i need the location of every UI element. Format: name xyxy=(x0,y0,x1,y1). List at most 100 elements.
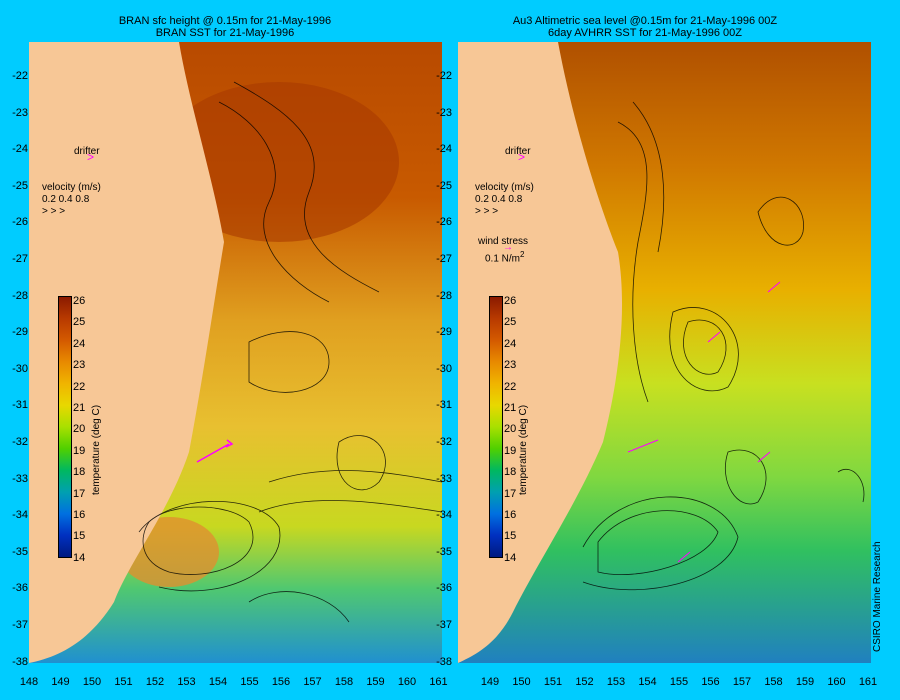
y-tick-label: -27 xyxy=(436,253,452,265)
colorbar-tick-label: 15 xyxy=(73,530,86,543)
right-colorbar xyxy=(489,296,503,558)
x-tick-label: 158 xyxy=(334,676,354,688)
y-tick-label: -23 xyxy=(12,106,28,119)
left-colorbar-title: temperature (deg C) xyxy=(91,404,102,495)
right-title-line1: Au3 Altimetric sea level @0.15m for 21-M… xyxy=(512,15,778,27)
colorbar-tick-label: 18 xyxy=(504,466,517,479)
y-tick-label: -24 xyxy=(436,143,452,156)
left-velocity-title: velocity (m/s) xyxy=(42,182,101,193)
x-tick-label: 161 xyxy=(858,676,878,688)
right-velocity-title: velocity (m/s) xyxy=(475,182,534,193)
y-tick-label: -28 xyxy=(436,289,452,302)
colorbar-tick-label: 17 xyxy=(504,487,517,500)
colorbar-tick-label: 24 xyxy=(504,337,517,350)
right-drifter-label: drifter xyxy=(505,146,531,157)
x-tick-label: 153 xyxy=(177,676,196,688)
left-title-line2: BRAN SST for 21-May-1996 xyxy=(155,27,295,39)
y-tick-label: -26 xyxy=(12,216,28,229)
x-tick-label: 155 xyxy=(669,676,689,688)
y-tick-label: -23 xyxy=(436,106,452,119)
right-drifter-arrow-icon: > xyxy=(518,150,526,164)
colorbar-tick-label: 22 xyxy=(73,380,86,393)
y-tick-label: -38 xyxy=(12,655,28,668)
y-tick-label: -36 xyxy=(436,582,452,595)
y-tick-label: -22 xyxy=(12,70,28,82)
x-tick-label: 159 xyxy=(795,676,815,688)
y-tick-label: -35 xyxy=(436,545,452,558)
y-tick-label: -28 xyxy=(12,289,28,302)
x-tick-label: 150 xyxy=(512,676,531,688)
y-tick-label: -33 xyxy=(12,472,28,485)
right-colorbar-title: temperature (deg C) xyxy=(518,404,529,495)
y-tick-label: -27 xyxy=(12,253,28,265)
x-tick-label: 154 xyxy=(638,676,657,688)
left-drifter-label: drifter xyxy=(74,146,100,157)
left-velocity-arrows-icon: > > > xyxy=(42,206,66,217)
x-tick-label: 157 xyxy=(303,676,322,688)
colorbar-tick-label: 22 xyxy=(504,380,517,393)
right-map-panel: drifter > velocity (m/s) 0.2 0.4 0.8 > >… xyxy=(458,42,871,663)
left-title: BRAN sfc height @ 0.15m for 21-May-1996 … xyxy=(100,15,350,39)
right-title: Au3 Altimetric sea level @0.15m for 21-M… xyxy=(495,15,795,39)
y-tick-label: -34 xyxy=(12,509,28,522)
colorbar-tick-label: 19 xyxy=(504,444,517,457)
left-map-panel: drifter > velocity (m/s) 0.2 0.4 0.8 > >… xyxy=(29,42,442,663)
x-tick-label: 153 xyxy=(606,676,626,688)
y-tick-label: -37 xyxy=(436,619,452,631)
y-tick-label: -32 xyxy=(436,436,452,448)
colorbar-tick-label: 24 xyxy=(73,337,86,350)
y-tick-label: -34 xyxy=(436,509,452,522)
colorbar-tick-label: 16 xyxy=(504,509,517,521)
colorbar-tick-label: 14 xyxy=(504,551,517,564)
x-tick-label: 161 xyxy=(429,676,448,688)
x-tick-label: 155 xyxy=(240,676,259,688)
x-tick-label: 148 xyxy=(19,676,39,688)
right-wind-title: wind stress xyxy=(478,236,529,247)
left-title-line1: BRAN sfc height @ 0.15m for 21-May-1996 xyxy=(118,15,332,27)
colorbar-tick-label: 25 xyxy=(73,316,86,329)
y-tick-label: -30 xyxy=(12,362,28,375)
colorbar-tick-label: 23 xyxy=(73,359,86,372)
x-tick-label: 149 xyxy=(51,676,70,688)
x-tick-label: 158 xyxy=(764,676,783,688)
x-tick-label: 156 xyxy=(701,676,720,688)
x-tick-label: 149 xyxy=(480,676,500,688)
left-colorbar xyxy=(58,296,72,558)
colorbar-tick-label: 17 xyxy=(73,487,86,500)
right-wind-scale-exponent: 2 xyxy=(520,250,525,259)
y-tick-label: -38 xyxy=(436,655,452,668)
right-wind-scale: 0.1 N/m xyxy=(485,253,521,265)
left-drifter-arrow-icon: > xyxy=(87,150,95,164)
left-velocity-scale: 0.2 0.4 0.8 xyxy=(42,194,90,205)
colorbar-tick-label: 21 xyxy=(504,402,517,414)
x-tick-label: 156 xyxy=(271,676,291,688)
y-tick-label: -33 xyxy=(436,472,452,485)
colorbar-tick-label: 26 xyxy=(504,295,517,307)
y-tick-label: -36 xyxy=(12,582,28,595)
y-tick-label: -24 xyxy=(12,143,28,156)
colorbar-tick-label: 23 xyxy=(504,359,517,372)
y-tick-label: -31 xyxy=(12,399,28,412)
colorbar-tick-label: 19 xyxy=(73,444,86,457)
colorbar-tick-label: 16 xyxy=(73,509,86,521)
credit-label: CSIRO Marine Research xyxy=(872,541,883,652)
y-tick-label: -30 xyxy=(436,362,452,375)
y-tick-label: -29 xyxy=(12,326,28,339)
right-wind-arrow-icon: → xyxy=(503,242,513,253)
colorbar-tick-label: 20 xyxy=(504,423,517,436)
x-tick-label: 152 xyxy=(575,676,594,688)
colorbar-tick-label: 20 xyxy=(73,423,86,436)
y-tick-label: -37 xyxy=(12,619,28,631)
y-tick-label: -29 xyxy=(436,326,452,339)
right-wind-scale-row: 0.1 N/m2 xyxy=(485,250,524,264)
right-velocity-scale: 0.2 0.4 0.8 xyxy=(475,194,523,205)
x-tick-label: 160 xyxy=(397,676,417,688)
x-tick-label: 151 xyxy=(543,676,563,688)
colorbar-tick-label: 14 xyxy=(73,551,86,564)
y-tick-label: -25 xyxy=(12,179,28,192)
y-tick-label: -35 xyxy=(12,545,28,558)
x-tick-label: 159 xyxy=(366,676,385,688)
y-tick-label: -25 xyxy=(436,179,452,192)
x-tick-label: 157 xyxy=(732,676,752,688)
right-map-svg xyxy=(458,42,871,663)
